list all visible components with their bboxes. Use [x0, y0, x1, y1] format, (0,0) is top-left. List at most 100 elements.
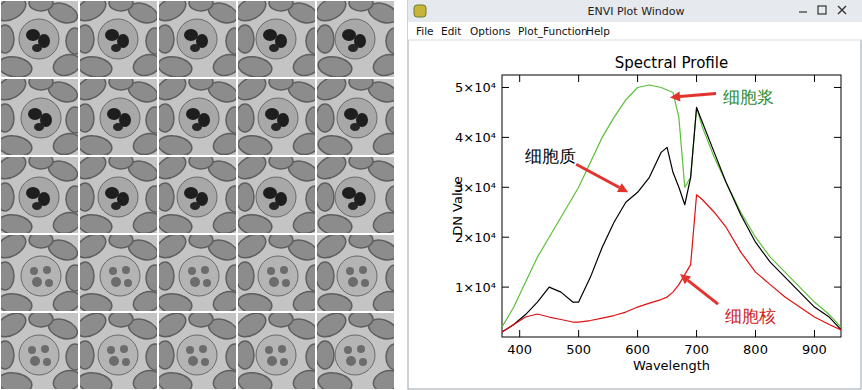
- granule: [107, 346, 115, 354]
- chart-title: Spectral Profile: [615, 54, 728, 72]
- red-cell: [236, 341, 254, 369]
- menu-item[interactable]: Options: [470, 25, 511, 37]
- granule: [111, 277, 121, 287]
- white-cell: [98, 335, 138, 375]
- red-cell: [232, 0, 270, 26]
- red-cell: [312, 229, 350, 262]
- nucleus-lobe: [184, 187, 198, 199]
- red-cell: [156, 341, 174, 369]
- y-tick-label: 1×10⁴: [455, 280, 496, 295]
- red-cell: [130, 209, 163, 237]
- granule: [201, 358, 209, 366]
- micrograph-tile: [232, 308, 324, 390]
- red-cell: [157, 54, 194, 80]
- red-cell: [130, 367, 163, 390]
- granule: [45, 279, 53, 287]
- red-cell: [77, 212, 114, 238]
- nucleus-lobe: [344, 108, 358, 120]
- menu-item[interactable]: File: [416, 25, 434, 37]
- maximize-button[interactable]: [818, 6, 826, 14]
- nucleus-lobe: [32, 202, 42, 210]
- granule: [267, 356, 277, 366]
- close-button[interactable]: [838, 6, 846, 14]
- red-cell: [109, 311, 133, 327]
- y-tick: [502, 237, 509, 238]
- white-cell: [258, 256, 298, 296]
- micrograph-tile: [232, 71, 324, 158]
- red-cell: [0, 133, 33, 159]
- nucleus-lobe: [186, 108, 200, 120]
- white-cell: [179, 98, 219, 138]
- red-cell: [152, 229, 190, 262]
- granule: [190, 277, 200, 287]
- granule: [344, 346, 352, 354]
- y-tick: [834, 137, 841, 138]
- red-cell: [370, 288, 403, 316]
- window-frame: [408, 0, 861, 389]
- red-cell: [109, 232, 133, 248]
- micrograph-tile: [152, 150, 244, 237]
- nucleus-lobe: [263, 187, 277, 199]
- red-cell: [237, 54, 274, 80]
- white-cell: [21, 256, 61, 296]
- menu-bar: [408, 22, 862, 40]
- red-cell: [370, 51, 403, 79]
- y-tick: [502, 87, 509, 88]
- micrograph-tile: [0, 0, 84, 80]
- micrograph-tile: [72, 229, 164, 316]
- menu-item[interactable]: Help: [586, 25, 610, 37]
- red-cell: [237, 291, 274, 317]
- x-tick: [578, 75, 579, 82]
- red-cell: [29, 232, 53, 248]
- red-cell: [386, 28, 404, 54]
- red-cell: [386, 186, 404, 212]
- red-cell: [189, 74, 213, 90]
- nucleus-lobe: [111, 202, 121, 210]
- red-cell: [76, 25, 94, 53]
- menu-item[interactable]: Plot_Function: [518, 25, 588, 38]
- red-cell: [316, 183, 334, 211]
- nucleus-lobe: [34, 123, 44, 131]
- nucleus-lobe: [192, 123, 202, 131]
- annotation-text: 细胞浆: [723, 87, 774, 107]
- white-cell: [100, 98, 140, 138]
- red-cell: [189, 232, 213, 248]
- micrograph-tile: [152, 71, 244, 158]
- red-cell: [72, 229, 110, 262]
- red-cell: [316, 25, 334, 53]
- minimize-button[interactable]: [799, 11, 807, 12]
- red-cell: [29, 311, 53, 327]
- red-cell: [316, 341, 334, 369]
- menu-separator: [408, 40, 862, 41]
- nucleus-lobe: [26, 29, 40, 41]
- red-cell: [157, 291, 194, 317]
- annotation-arrow: [576, 164, 619, 187]
- micrograph-tile: [152, 229, 244, 316]
- granule: [267, 267, 275, 275]
- red-cell: [72, 0, 110, 26]
- white-cell: [256, 19, 296, 59]
- x-tick: [637, 330, 638, 337]
- red-cell: [156, 262, 174, 290]
- micrograph-grid: [0, 0, 404, 390]
- micrograph-tile: [312, 308, 404, 390]
- granule: [348, 277, 358, 287]
- red-cell: [29, 0, 53, 11]
- white-cell: [100, 256, 140, 296]
- red-cell: [0, 183, 14, 211]
- red-cell: [152, 71, 190, 104]
- annotation-arrowhead: [680, 274, 691, 284]
- granule: [122, 266, 130, 274]
- red-cell: [232, 71, 270, 104]
- red-cell: [370, 209, 403, 237]
- red-cell: [130, 51, 163, 79]
- red-cell: [232, 150, 270, 183]
- menu-item[interactable]: Edit: [441, 25, 461, 37]
- red-cell: [152, 308, 190, 341]
- red-cell: [0, 71, 30, 104]
- micrograph-tile: [0, 150, 84, 237]
- app-icon: [414, 5, 426, 17]
- granule: [41, 345, 49, 353]
- y-tick: [834, 187, 841, 188]
- granule: [359, 358, 367, 366]
